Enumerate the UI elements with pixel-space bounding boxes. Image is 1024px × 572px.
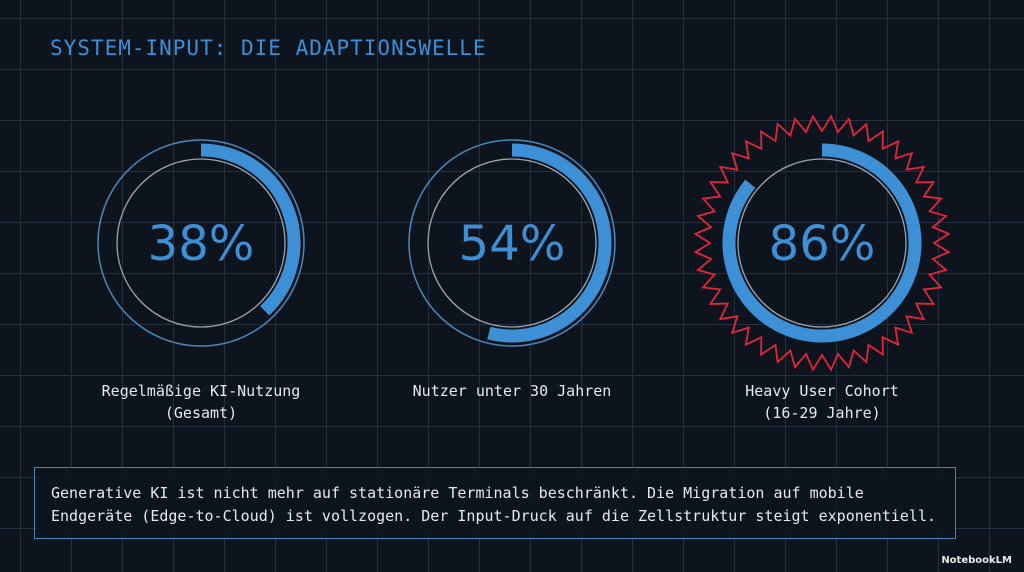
value-label: 86% (769, 216, 876, 272)
outer-ring (97, 139, 305, 347)
gauge-label: (16-29 Jahre) (763, 404, 880, 422)
slide-title: SYSTEM-INPUT: DIE ADAPTIONSWELLE (50, 36, 487, 60)
inner-ring (737, 158, 907, 328)
outer-ring (408, 139, 616, 347)
value-label: 54% (459, 216, 566, 272)
gauge-label: (Gesamt) (165, 404, 237, 422)
alert-ring (693, 114, 951, 372)
brand: NotebookLM (941, 555, 1012, 566)
value-label: 38% (148, 216, 255, 272)
gauge-label: Heavy User Cohort (745, 382, 899, 400)
gauge-label: Nutzer unter 30 Jahren (413, 382, 612, 400)
inner-ring (427, 158, 597, 328)
caption: Generative KI ist nicht mehr auf station… (34, 467, 956, 539)
inner-ring (116, 158, 286, 328)
gauge-label: Regelmäßige KI-Nutzung (102, 382, 301, 400)
gauge-arc (487, 143, 612, 343)
gauge-arc (200, 143, 301, 316)
gauge-arc (722, 143, 922, 343)
